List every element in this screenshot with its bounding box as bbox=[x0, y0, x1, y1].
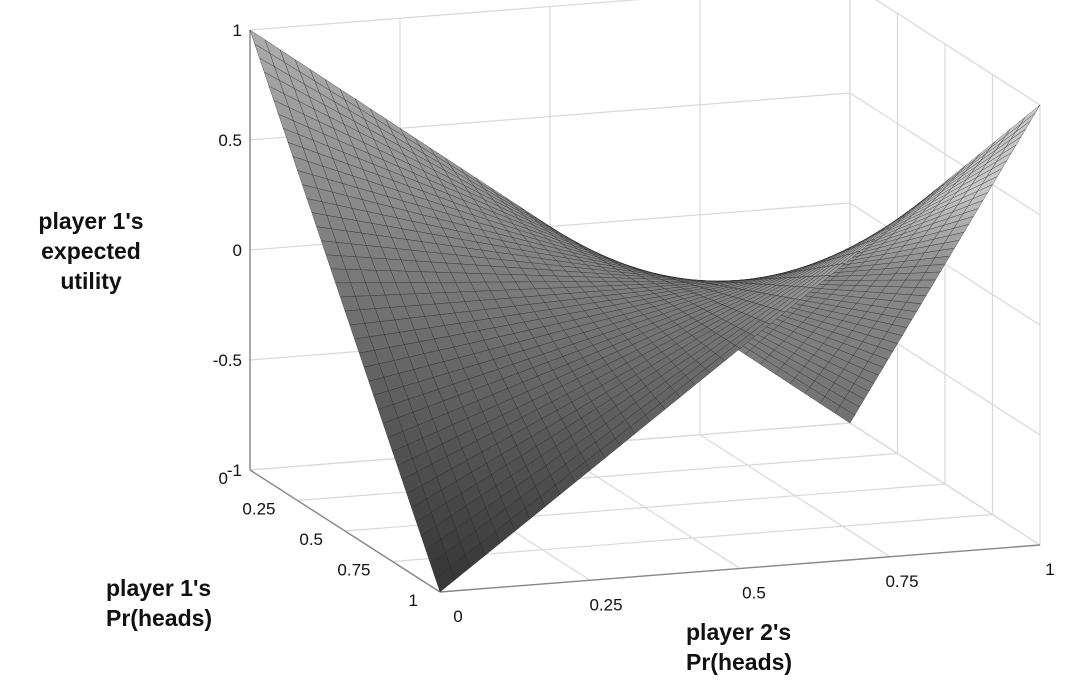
tick-labels: -1 -0.5 0 0.5 1 0 0.25 0.5 0.75 1 0 0.25 0.5 0.75 1 bbox=[213, 21, 1055, 626]
y-tick-label: 0.75 bbox=[337, 561, 370, 580]
side-wall-gridline bbox=[849, 92, 1041, 216]
y-tick-label: 0.25 bbox=[242, 500, 275, 519]
z-axis-label-line: player 1's bbox=[38, 208, 144, 234]
x-tick-label: 0.25 bbox=[589, 595, 622, 614]
z-tick-label: -0.5 bbox=[213, 351, 242, 370]
z-tick-label: 0.5 bbox=[218, 131, 242, 150]
y-tick-label: 1 bbox=[409, 591, 418, 610]
y-axis-label: player 1's Pr(heads) bbox=[106, 573, 286, 633]
y-axis-label-line: player 1's bbox=[106, 575, 212, 601]
z-tick-label: 1 bbox=[233, 21, 242, 40]
surface-patch bbox=[435, 565, 456, 593]
side-wall-gridline bbox=[875, 0, 1041, 106]
z-axis-label-line: expected bbox=[41, 238, 141, 264]
y-axis-label-line: Pr(heads) bbox=[106, 605, 213, 631]
x-tick-label: 1 bbox=[1045, 560, 1054, 579]
x-axis-label: player 2's Pr(heads) bbox=[686, 617, 886, 677]
x-tick-label: 0.5 bbox=[742, 584, 766, 603]
back-wall-gridline bbox=[249, 0, 641, 31]
x-tick-label: 0 bbox=[453, 607, 462, 626]
x-axis-line bbox=[439, 544, 1041, 593]
x-axis-label-line: player 2's bbox=[686, 619, 792, 645]
floor-gridline bbox=[297, 452, 898, 502]
z-tick-label: 0 bbox=[233, 241, 242, 260]
z-tick-label: -1 bbox=[227, 461, 242, 480]
surface-plot bbox=[249, 29, 1041, 593]
floor-gridline bbox=[392, 513, 993, 563]
y-axis-line bbox=[249, 469, 441, 593]
x-axis-label-line: Pr(heads) bbox=[686, 649, 793, 675]
y-tick-label: 0.5 bbox=[299, 530, 323, 549]
z-axis-label: player 1's expected utility bbox=[6, 206, 176, 296]
z-axis-label-line: utility bbox=[60, 268, 122, 294]
x-tick-label: 0.75 bbox=[885, 572, 918, 591]
y-tick-label: 0 bbox=[219, 469, 228, 488]
